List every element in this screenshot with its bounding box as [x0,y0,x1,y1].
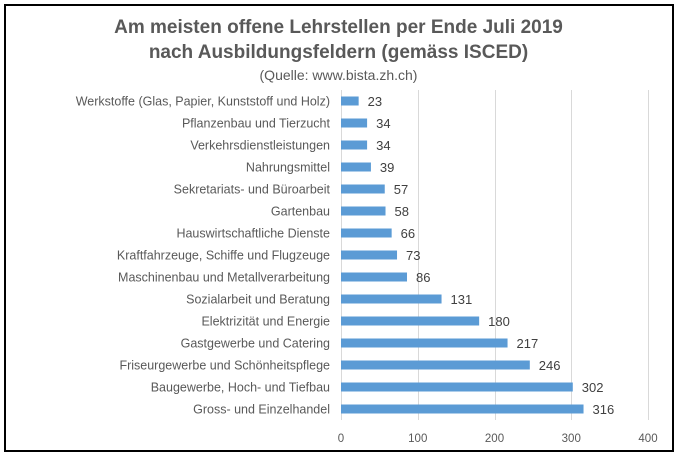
bar [341,294,442,304]
bar [341,96,359,106]
category-label: Friseurgewerbe und Schönheitspflege [119,359,330,373]
data-label: 86 [416,270,430,285]
data-label: 23 [368,94,382,109]
x-tick-label: 100 [408,433,427,445]
bar [341,338,508,348]
category-label: Elektrizität und Energie [201,315,330,329]
x-tick-label: 300 [562,433,581,445]
category-label: Verkehrsdienstleistungen [190,139,330,153]
data-label: 217 [517,336,539,351]
x-tick-label: 200 [485,433,504,445]
x-tick-label: 400 [638,433,657,445]
data-label: 180 [488,314,510,329]
bar [341,382,573,392]
bar [341,118,368,128]
x-axis-ticks: 0 100 200 300 400 [338,433,658,445]
data-label: 39 [380,160,394,175]
data-label: 34 [376,138,390,153]
category-label: Sekretariats- und Büroarbeit [174,183,331,197]
bar [341,404,584,414]
data-label: 302 [582,380,604,395]
category-label: Hauswirtschaftliche Dienste [176,227,330,241]
data-label: 131 [451,292,473,307]
bars [341,96,584,414]
data-label: 246 [539,358,561,373]
data-label: 316 [593,402,615,417]
bar [341,250,398,260]
category-labels: Werkstoffe (Glas, Papier, Kunststoff und… [76,95,331,417]
bar [341,272,408,282]
bar [341,140,368,150]
category-label: Sozialarbeit und Beratung [186,293,330,307]
category-label: Werkstoffe (Glas, Papier, Kunststoff und… [76,95,330,109]
bar [341,360,530,370]
category-label: Pflanzenbau und Tierzucht [182,117,331,131]
bar [341,184,385,194]
category-label: Nahrungsmittel [246,161,330,175]
data-label: 57 [394,182,408,197]
x-tick-label: 0 [338,433,344,445]
bar [341,316,480,326]
data-label: 66 [401,226,415,241]
data-label: 58 [395,204,409,219]
bar [341,162,371,172]
category-label: Baugewerbe, Hoch- und Tiefbau [151,381,330,395]
data-label: 34 [376,116,390,131]
bar [341,206,386,216]
bar [341,228,392,238]
chart-title: Am meisten offene Lehrstellen per Ende J… [114,17,563,38]
chart-frame [4,4,674,452]
category-label: Gartenbau [271,205,330,219]
category-label: Gross- und Einzelhandel [193,403,330,417]
category-label: Kraftfahrzeuge, Schiffe und Flugzeuge [117,249,330,263]
data-label: 73 [406,248,420,263]
chart-subtitle: (Quelle: www.bista.zh.ch) [259,67,418,83]
category-label: Gastgewerbe und Catering [181,337,330,351]
chart-title-line2: nach Ausbildungsfeldern (gemäss ISCED) [148,42,529,63]
category-label: Maschinenbau und Metallverarbeitung [118,271,330,285]
